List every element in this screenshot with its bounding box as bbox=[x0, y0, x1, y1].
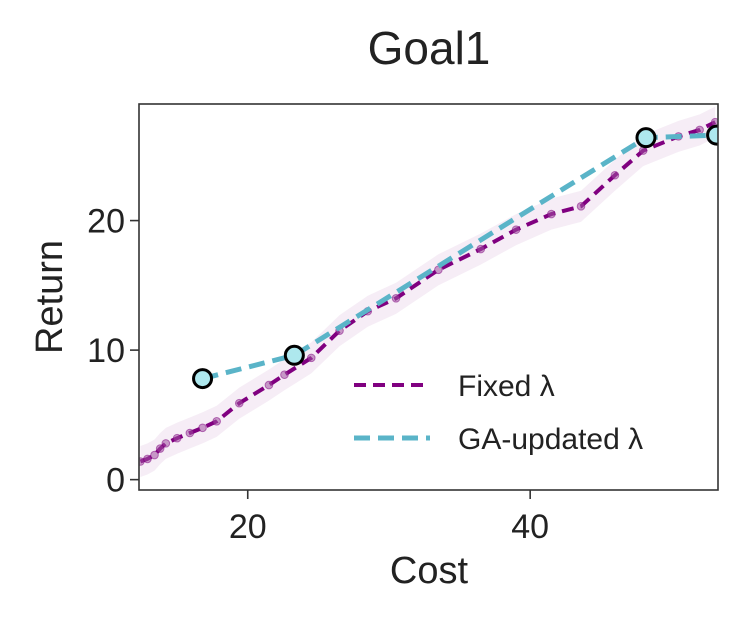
fixed-lambda-point bbox=[234, 398, 244, 408]
fixed-lambda-point bbox=[172, 433, 182, 443]
fixed-lambda-point bbox=[264, 380, 274, 390]
fixed-lambda-point bbox=[143, 454, 152, 464]
legend-label-ga-updated: GA-updated λ bbox=[458, 423, 643, 456]
chart-title: Goal1 bbox=[368, 22, 491, 74]
y-axis-label: Return bbox=[29, 240, 71, 354]
ga-updated-lambda-point bbox=[283, 344, 305, 366]
x-tick-label: 20 bbox=[229, 508, 267, 546]
series-layer bbox=[139, 117, 718, 466]
ga-updated-lambda-point bbox=[192, 368, 214, 390]
fixed-lambda-point bbox=[547, 209, 556, 219]
fixed-lambda-point bbox=[511, 225, 521, 234]
plot-area bbox=[138, 103, 719, 491]
legend-label-fixed: Fixed λ bbox=[458, 370, 555, 403]
y-axis: 0 10 20 bbox=[87, 203, 139, 500]
fixed-lambda-point bbox=[695, 125, 704, 135]
ga-updated-lambda-line bbox=[201, 132, 717, 382]
fixed-lambda-point bbox=[185, 428, 195, 438]
fixed-lambda-point bbox=[610, 170, 620, 180]
fixed-lambda-point bbox=[155, 444, 165, 453]
legend: Fixed λ GA-updated λ bbox=[354, 370, 643, 456]
fixed-lambda-point bbox=[139, 457, 145, 466]
fixed-lambda-point bbox=[280, 370, 289, 380]
confidence-band-layer bbox=[140, 106, 716, 478]
fixed-lambda-point bbox=[306, 353, 316, 363]
fixed-lambda-point bbox=[198, 423, 207, 433]
plot-frame bbox=[138, 103, 719, 491]
y-tick-label: 20 bbox=[87, 203, 125, 241]
x-axis: 20 40 bbox=[229, 490, 549, 546]
y-tick-label: 0 bbox=[106, 462, 125, 500]
x-axis-label: Cost bbox=[390, 550, 469, 592]
x-tick-label: 40 bbox=[511, 508, 549, 546]
fixed-lambda-point bbox=[476, 244, 486, 254]
fixed-lambda-point bbox=[212, 417, 221, 426]
fixed-lambda-point bbox=[576, 202, 586, 211]
ga-updated-lambda-point bbox=[706, 124, 718, 146]
fixed-lambda-point bbox=[150, 450, 159, 460]
y-tick-label: 10 bbox=[87, 332, 125, 370]
ga-updated-lambda-point bbox=[635, 127, 657, 149]
fixed-lambda-line bbox=[139, 120, 717, 464]
fixed-lambda-band bbox=[140, 106, 716, 478]
fixed-lambda-point bbox=[391, 293, 401, 303]
fixed-lambda-point bbox=[161, 439, 171, 448]
